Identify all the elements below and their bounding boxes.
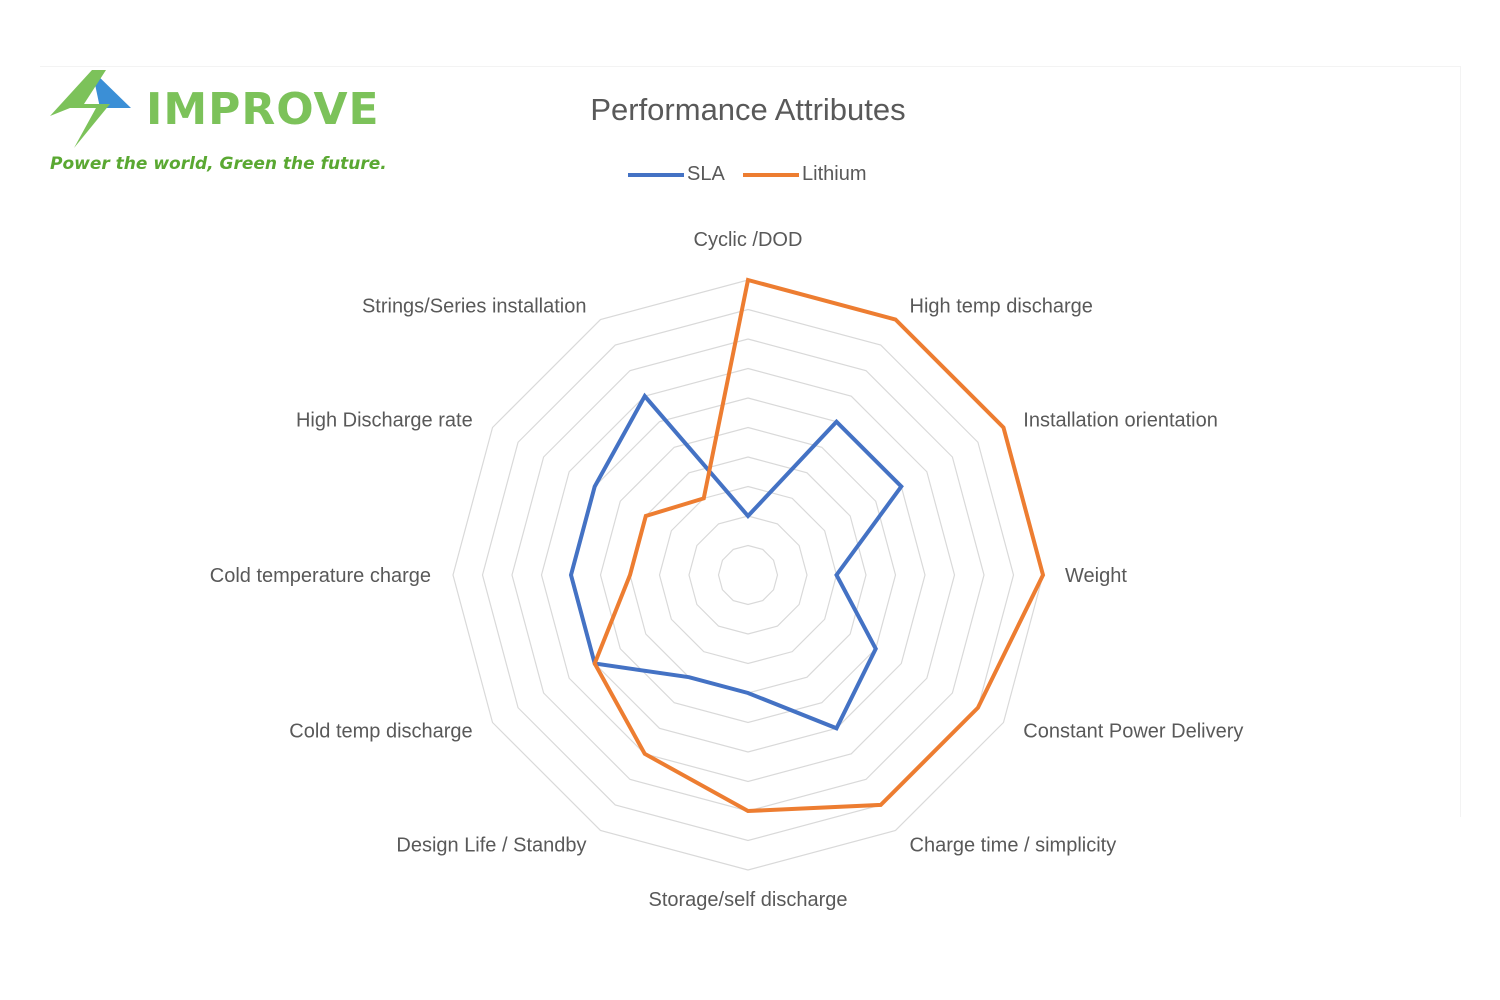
logo-wordmark: IMPROVE (146, 84, 380, 135)
category-label: High temp discharge (910, 296, 1093, 318)
grid-ring (481, 308, 1015, 842)
radar-gridlines (452, 279, 1044, 871)
brand-logo: IMPROVE Power the world, Green the futur… (46, 66, 387, 186)
chart-legend: SLA Lithium (628, 163, 866, 185)
category-label: High Discharge rate (296, 410, 473, 432)
category-label: Charge time / simplicity (910, 834, 1117, 856)
category-label: Weight (1065, 565, 1127, 587)
grid-ring (629, 456, 867, 694)
category-label: Design Life / Standby (396, 834, 586, 856)
radar-series (568, 277, 1046, 814)
category-label: Strings/Series installation (362, 296, 587, 318)
radar-category-labels: Cyclic /DOD High temp discharge Installati… (210, 229, 1244, 911)
series-line-lithium (592, 277, 1046, 814)
category-label: Constant Power Delivery (1023, 721, 1243, 743)
grid-ring (511, 338, 985, 812)
grid-ring (688, 515, 808, 635)
lightning-bolt-icon (50, 70, 131, 148)
grid-ring (570, 397, 926, 753)
category-label: Installation orientation (1023, 410, 1218, 432)
grid-ring (599, 426, 897, 724)
series-line-sla (568, 392, 904, 731)
logo-tagline: Power the world, Green the future. (50, 154, 387, 174)
category-label: Cold temperature charge (210, 565, 431, 587)
grid-ring (717, 544, 779, 606)
grid-ring (540, 367, 956, 783)
grid-ring (658, 485, 838, 665)
category-label: Storage/self discharge (648, 889, 847, 911)
category-label: Cyclic /DOD (694, 229, 803, 251)
legend-label-lithium: Lithium (802, 163, 866, 185)
chart-title: Performance Attributes (590, 92, 905, 127)
category-label: Cold temp discharge (289, 721, 472, 743)
legend-label-sla: SLA (687, 163, 725, 185)
chart-area-frame (40, 66, 1461, 817)
